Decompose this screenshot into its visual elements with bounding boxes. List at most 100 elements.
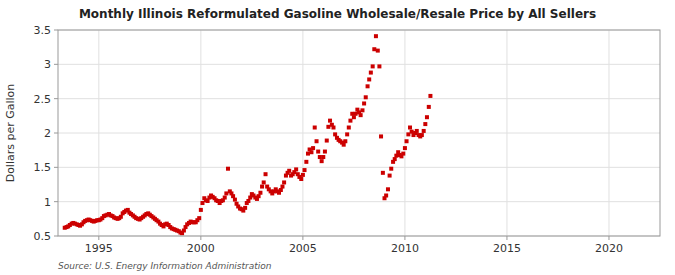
tick-x bbox=[506, 236, 507, 240]
axes: 1995 2000 2005 2010 2015 2020 0.5 1 1.5 2 2.5 3 3.5 bbox=[34, 24, 623, 255]
point bbox=[226, 167, 230, 171]
tick-x bbox=[98, 236, 99, 240]
tick-label-x: 2015 bbox=[493, 242, 521, 255]
tick-label-y: 1.5 bbox=[34, 161, 52, 174]
grid-line-y bbox=[58, 133, 660, 134]
y-axis-label: Dollars per Gallon bbox=[4, 84, 17, 183]
point bbox=[257, 194, 261, 198]
point bbox=[258, 191, 262, 195]
source-note: Source: U.S. Energy Information Administ… bbox=[58, 261, 272, 271]
tick-label-y: 3 bbox=[44, 58, 51, 71]
point bbox=[425, 115, 429, 119]
tick-y bbox=[54, 201, 58, 202]
tick-x bbox=[302, 236, 303, 240]
point bbox=[384, 193, 388, 197]
tick-y bbox=[54, 236, 58, 237]
point bbox=[423, 122, 427, 126]
point bbox=[374, 34, 378, 38]
point bbox=[376, 49, 380, 53]
grid-line-y bbox=[58, 201, 660, 202]
grid-line-y bbox=[58, 98, 660, 99]
point bbox=[386, 187, 390, 191]
point bbox=[360, 108, 364, 112]
point bbox=[325, 139, 329, 143]
point bbox=[367, 77, 371, 81]
point bbox=[306, 152, 310, 156]
tick-label-y: 2.5 bbox=[34, 93, 52, 106]
point bbox=[309, 150, 313, 154]
plot-frame bbox=[58, 30, 660, 236]
point bbox=[280, 185, 284, 189]
chart: 1995 2000 2005 2010 2015 2020 0.5 1 1.5 2 2.5 3 3.5 D… bbox=[0, 0, 675, 275]
point bbox=[223, 196, 227, 200]
point bbox=[246, 199, 250, 203]
point bbox=[410, 130, 414, 134]
tick-label-y: 0.5 bbox=[34, 230, 52, 243]
point bbox=[345, 132, 349, 136]
point bbox=[303, 168, 307, 172]
tick-label-x: 2020 bbox=[595, 242, 623, 255]
tick-x bbox=[404, 236, 405, 240]
point bbox=[364, 95, 368, 99]
tick-x bbox=[608, 236, 609, 240]
point bbox=[260, 185, 264, 189]
point bbox=[301, 173, 305, 177]
point bbox=[320, 159, 324, 163]
point bbox=[348, 119, 352, 123]
point bbox=[206, 199, 210, 203]
point bbox=[342, 143, 346, 147]
point bbox=[379, 134, 383, 138]
point bbox=[313, 126, 317, 130]
point bbox=[328, 119, 332, 123]
point bbox=[405, 139, 409, 143]
point bbox=[321, 155, 325, 159]
point bbox=[371, 64, 375, 68]
tick-y bbox=[54, 133, 58, 134]
point bbox=[287, 169, 291, 173]
point bbox=[311, 146, 315, 150]
point bbox=[233, 198, 237, 202]
point bbox=[199, 208, 203, 212]
grid bbox=[58, 30, 660, 236]
tick-label-y: 3.5 bbox=[34, 24, 52, 37]
point bbox=[359, 113, 363, 117]
point bbox=[264, 172, 268, 176]
point bbox=[315, 139, 319, 143]
tick-y bbox=[54, 167, 58, 168]
tick-x bbox=[200, 236, 201, 240]
tick-label-x: 2005 bbox=[289, 242, 317, 255]
point bbox=[422, 129, 426, 133]
point bbox=[408, 126, 412, 130]
point bbox=[182, 229, 186, 233]
tick-label-y: 2 bbox=[44, 127, 51, 140]
point bbox=[318, 155, 322, 159]
point bbox=[279, 188, 283, 192]
point bbox=[420, 133, 424, 137]
point bbox=[331, 126, 335, 130]
tick-label-x: 1995 bbox=[85, 242, 113, 255]
point bbox=[347, 126, 351, 130]
tick-label-x: 2000 bbox=[187, 242, 215, 255]
tick-y bbox=[54, 64, 58, 65]
point bbox=[333, 132, 337, 136]
point bbox=[352, 115, 356, 119]
point bbox=[388, 174, 392, 178]
point bbox=[427, 105, 431, 109]
point bbox=[401, 152, 405, 156]
point bbox=[224, 191, 228, 195]
point bbox=[262, 180, 266, 184]
point bbox=[200, 201, 204, 205]
point bbox=[197, 216, 201, 220]
tick-label-x: 2010 bbox=[391, 242, 419, 255]
point bbox=[294, 167, 298, 171]
point bbox=[299, 177, 303, 181]
tick-y bbox=[54, 30, 58, 31]
point bbox=[372, 47, 376, 51]
point bbox=[316, 150, 320, 154]
point bbox=[243, 206, 247, 210]
tick-label-y: 1 bbox=[44, 196, 51, 209]
point bbox=[323, 150, 327, 154]
point bbox=[119, 215, 123, 219]
point bbox=[369, 71, 373, 75]
point bbox=[354, 112, 358, 116]
